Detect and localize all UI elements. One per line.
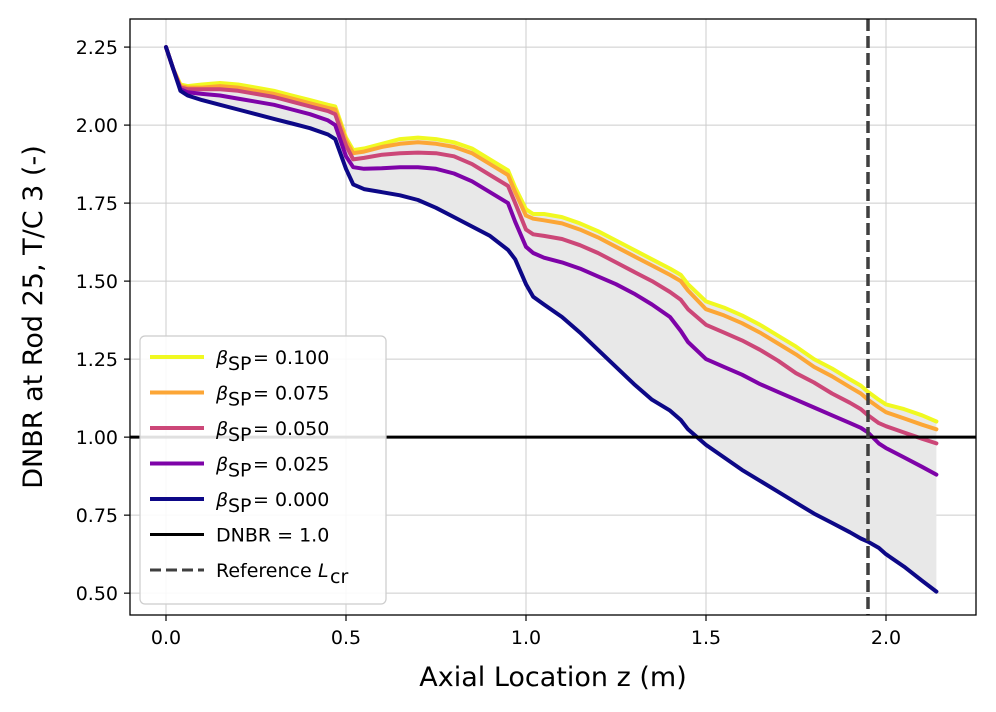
y-tick-label: 1.50: [76, 271, 118, 293]
beta-sp-symbol: β SP: [215, 383, 252, 411]
legend-entry-3: β SP = 0.025: [150, 454, 329, 482]
beta-sp-symbol: β SP: [215, 347, 252, 375]
legend-entry-4: β SP = 0.000: [150, 489, 329, 517]
beta-glyph: β: [215, 454, 228, 476]
legend-label: Reference: [216, 560, 312, 582]
legend-label: = 0.075: [253, 383, 329, 405]
uncertainty-band: [166, 47, 937, 592]
sp-subscript: SP: [228, 495, 252, 517]
y-tick-label: 1.25: [76, 349, 118, 371]
x-tick-label: 2.0: [871, 627, 901, 649]
beta-sp-symbol: β SP: [215, 418, 252, 446]
series-line-1: [164, 45, 939, 432]
series-line-0: [164, 45, 939, 424]
beta-glyph: β: [215, 489, 228, 511]
beta-sp-symbol: β SP: [215, 489, 252, 517]
plot-frame: [129, 18, 977, 616]
legend-label: DNBR = 1.0: [216, 525, 329, 547]
y-tick-label: 2.00: [76, 115, 118, 137]
legend-entry-0: β SP = 0.100: [150, 347, 329, 375]
legend-label: = 0.100: [253, 347, 329, 369]
legend-label: = 0.050: [253, 418, 329, 440]
sp-subscript: SP: [228, 460, 252, 482]
sp-subscript: SP: [228, 353, 252, 375]
legend-entry-2: β SP = 0.050: [150, 418, 329, 446]
y-tick-label: 2.25: [76, 37, 118, 59]
axis-ticks: 0.0 0.5 1.0 1.5 2.0 0.50 0.75 1.00 1.25 1.50 1.75 2…: [76, 37, 901, 649]
beta-sp-symbol: β SP: [215, 454, 252, 482]
x-tick-label: 1.5: [691, 627, 721, 649]
legend-label: = 0.000: [253, 489, 329, 511]
sp-subscript: SP: [228, 424, 252, 446]
series-lines: [164, 45, 939, 594]
series-line-4: [164, 45, 939, 594]
series-line-2: [164, 45, 939, 446]
x-tick-label: 0.0: [151, 627, 181, 649]
beta-glyph: β: [215, 418, 228, 440]
y-tick-label: 0.75: [76, 505, 118, 527]
y-axis-label: DNBR at Rod 25, T/C 3 (-): [18, 145, 49, 488]
y-tick-label: 1.00: [76, 427, 118, 449]
y-tick-label: 0.50: [76, 583, 118, 605]
beta-glyph: β: [215, 347, 228, 369]
sp-subscript: SP: [228, 389, 252, 411]
legend-entry-dnbr: DNBR = 1.0: [150, 525, 329, 547]
x-tick-label: 1.0: [511, 627, 541, 649]
legend-label: = 0.025: [253, 454, 329, 476]
x-tick-label: 0.5: [331, 627, 361, 649]
cr-subscript: cr: [330, 566, 348, 588]
x-axis-label: Axial Location z (m): [419, 662, 686, 693]
beta-glyph: β: [215, 383, 228, 405]
l-glyph: L: [318, 560, 329, 582]
legend-entry-1: β SP = 0.075: [150, 383, 329, 411]
legend-box: [139, 335, 387, 605]
series-line-3: [164, 45, 939, 477]
y-tick-label: 1.75: [76, 193, 118, 215]
